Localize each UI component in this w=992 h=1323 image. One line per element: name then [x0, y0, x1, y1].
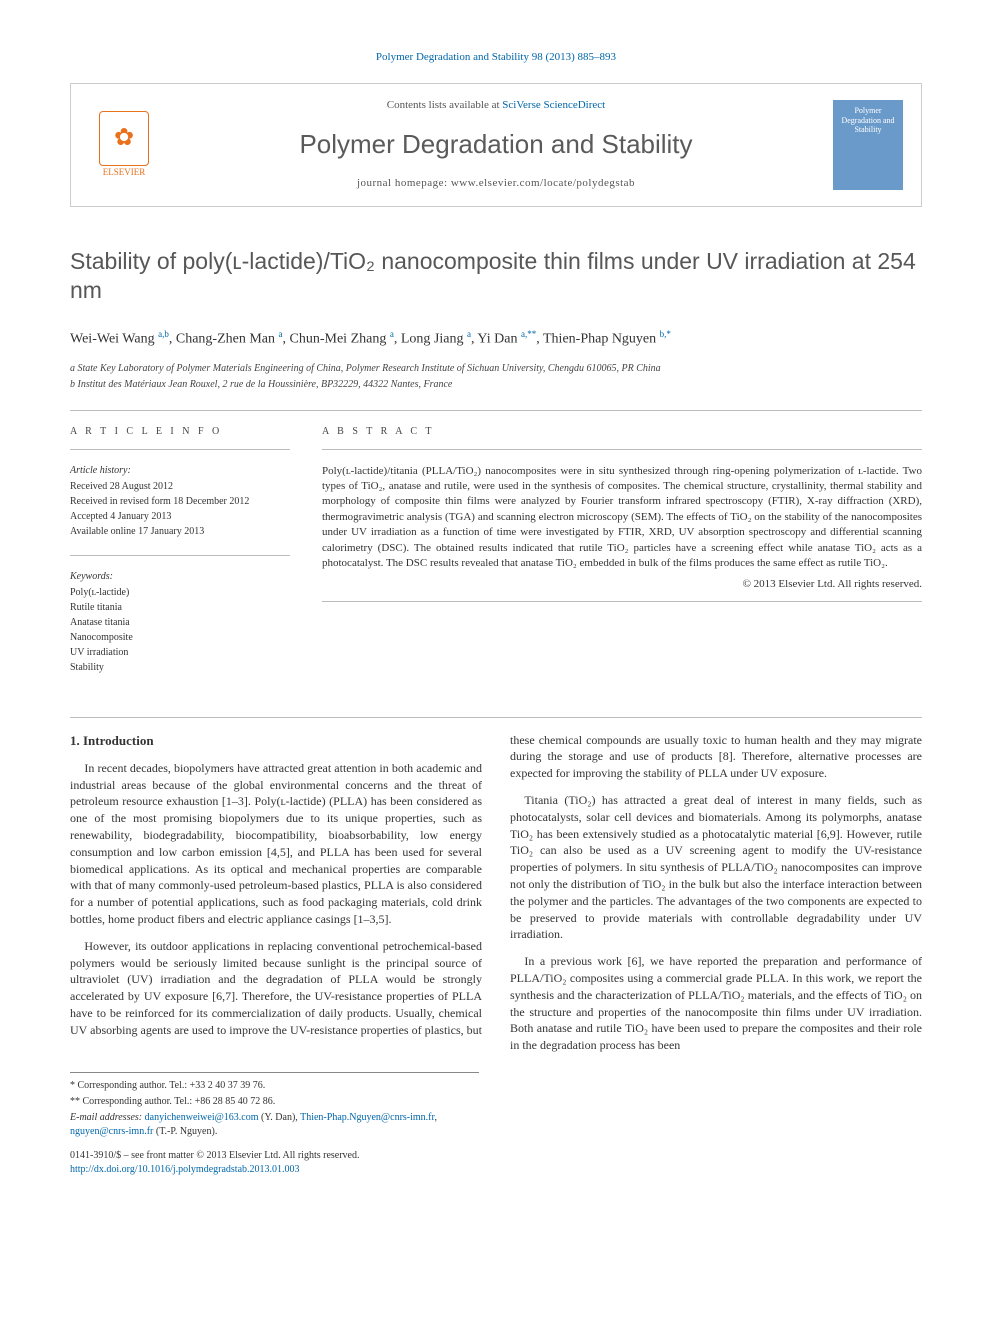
- paragraph: Titania (TiO₂) has attracted a great dea…: [510, 792, 922, 943]
- abstract-heading: A B S T R A C T: [322, 425, 922, 439]
- elsevier-tree-icon: ✿: [99, 111, 149, 166]
- email-link[interactable]: Thien-Phap.Nguyen@cnrs-imn.fr: [300, 1112, 434, 1123]
- author-list: Wei-Wei Wang a,b, Chang-Zhen Man a, Chun…: [70, 328, 922, 349]
- publisher-name: ELSEVIER: [103, 166, 146, 179]
- email-label: E-mail addresses:: [70, 1112, 145, 1123]
- online-date: Available online 17 January 2013: [70, 525, 290, 539]
- journal-homepage: journal homepage: www.elsevier.com/locat…: [177, 176, 815, 191]
- meta-row: A R T I C L E I N F O Article history: R…: [70, 425, 922, 691]
- cover-text: Polymer Degradation and Stability: [839, 106, 897, 135]
- sciencedirect-link[interactable]: SciVerse ScienceDirect: [502, 99, 605, 111]
- keyword: Poly(ʟ-lactide): [70, 586, 290, 600]
- contents-prefix: Contents lists available at: [387, 99, 502, 111]
- email-link[interactable]: danyichenweiwei@163.com: [145, 1112, 259, 1123]
- divider: [70, 410, 922, 411]
- article-info-heading: A R T I C L E I N F O: [70, 425, 290, 439]
- history-label: Article history:: [70, 464, 290, 478]
- journal-header: ✿ ELSEVIER Contents lists available at S…: [70, 83, 922, 206]
- section-heading: 1. Introduction: [70, 732, 482, 750]
- keywords-label: Keywords:: [70, 570, 290, 584]
- email-name: (T.-P. Nguyen).: [153, 1126, 217, 1137]
- header-center: Contents lists available at SciVerse Sci…: [177, 98, 815, 191]
- keyword: UV irradiation: [70, 646, 290, 660]
- abstract-copyright: © 2013 Elsevier Ltd. All rights reserved…: [322, 577, 922, 592]
- divider: [322, 601, 922, 602]
- divider: [322, 449, 922, 450]
- divider: [70, 449, 290, 450]
- doi-link[interactable]: http://dx.doi.org/10.1016/j.polymdegrads…: [70, 1164, 300, 1175]
- article-info: A R T I C L E I N F O Article history: R…: [70, 425, 290, 691]
- citation-line: Polymer Degradation and Stability 98 (20…: [70, 50, 922, 65]
- corresponding-2: ** Corresponding author. Tel.: +86 28 85…: [70, 1095, 479, 1109]
- footnotes: * Corresponding author. Tel.: +33 2 40 3…: [70, 1072, 479, 1139]
- keyword: Nanocomposite: [70, 631, 290, 645]
- paragraph: In recent decades, biopolymers have attr…: [70, 760, 482, 928]
- divider: [70, 717, 922, 718]
- contents-available: Contents lists available at SciVerse Sci…: [177, 98, 815, 113]
- elsevier-logo: ✿ ELSEVIER: [89, 105, 159, 185]
- email-link[interactable]: nguyen@cnrs-imn.fr: [70, 1126, 153, 1137]
- issn-line: 0141-3910/$ – see front matter © 2013 El…: [70, 1149, 922, 1163]
- keyword: Rutile titania: [70, 601, 290, 615]
- article-title: Stability of poly(ʟ-lactide)/TiO₂ nanoco…: [70, 247, 922, 307]
- abstract-block: A B S T R A C T Poly(ʟ-lactide)/titania …: [322, 425, 922, 691]
- body-columns: 1. Introduction In recent decades, biopo…: [70, 732, 922, 1054]
- keyword: Anatase titania: [70, 616, 290, 630]
- homepage-prefix: journal homepage:: [357, 177, 451, 189]
- affiliation-a: a State Key Laboratory of Polymer Materi…: [70, 362, 922, 376]
- email-name: (Y. Dan),: [259, 1112, 301, 1123]
- revised-date: Received in revised form 18 December 201…: [70, 495, 290, 509]
- divider: [70, 555, 290, 556]
- homepage-url[interactable]: www.elsevier.com/locate/polydegstab: [451, 177, 635, 189]
- affiliations: a State Key Laboratory of Polymer Materi…: [70, 362, 922, 392]
- corresponding-1: * Corresponding author. Tel.: +33 2 40 3…: [70, 1079, 479, 1093]
- email-line: E-mail addresses: danyichenweiwei@163.co…: [70, 1111, 479, 1139]
- paragraph: In a previous work [6], we have reported…: [510, 953, 922, 1054]
- keywords-block: Keywords: Poly(ʟ-lactide) Rutile titania…: [70, 570, 290, 675]
- affiliation-b: b Institut des Matériaux Jean Rouxel, 2 …: [70, 378, 922, 392]
- bottom-meta: 0141-3910/$ – see front matter © 2013 El…: [70, 1149, 922, 1177]
- journal-title: Polymer Degradation and Stability: [177, 126, 815, 162]
- received-date: Received 28 August 2012: [70, 480, 290, 494]
- cover-thumbnail: Polymer Degradation and Stability: [833, 100, 903, 190]
- keyword: Stability: [70, 661, 290, 675]
- abstract-text: Poly(ʟ-lactide)/titania (PLLA/TiO₂) nano…: [322, 464, 922, 572]
- article-history: Article history: Received 28 August 2012…: [70, 464, 290, 539]
- accepted-date: Accepted 4 January 2013: [70, 510, 290, 524]
